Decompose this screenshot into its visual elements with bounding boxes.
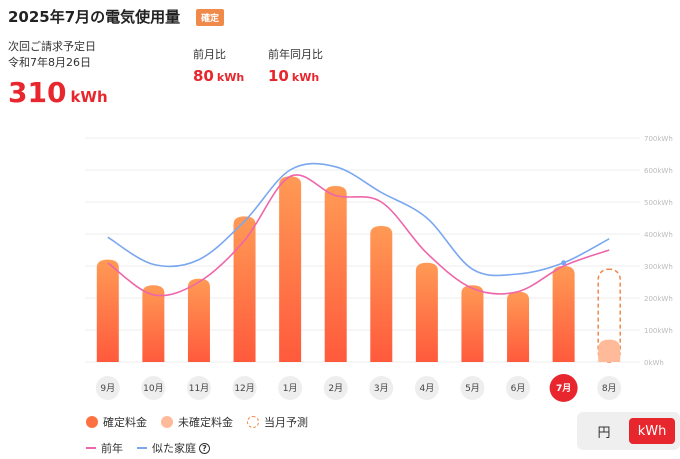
prev-year-value: 10 kWh xyxy=(268,66,319,85)
usage-chart: 0kWh 100kWh 200kWh 300kWh 400kWh 500kWh 600kWh… xyxy=(85,135,673,402)
x-category-chip xyxy=(186,376,211,400)
x-category-chip xyxy=(460,376,485,400)
x-category-chip xyxy=(549,374,578,402)
x-tick-label: 5月 xyxy=(465,383,480,394)
x-category-chip xyxy=(597,376,622,400)
legend-forecast: 当月予測 xyxy=(247,414,308,430)
x-category-chip xyxy=(95,376,120,400)
y-tick-label: 200kWh xyxy=(644,295,673,303)
confirmed-dot-icon xyxy=(86,416,98,428)
x-tick-label: 4月 xyxy=(420,383,435,394)
next-billing-date: 令和7年8月26日 xyxy=(8,56,91,69)
bar-confirmed xyxy=(507,291,530,362)
usage-unit: kWh xyxy=(70,88,108,106)
x-category-chip xyxy=(506,376,531,400)
yen-toggle-button[interactable]: 円 xyxy=(597,425,611,441)
bar-confirmed xyxy=(279,176,302,362)
x-category-chip xyxy=(369,376,394,400)
legend-confirmed-label: 確定料金 xyxy=(103,416,147,429)
prev-month-number: 80 xyxy=(193,67,214,85)
forecast-dot-icon xyxy=(247,416,259,428)
legend-unconfirmed-label: 未確定料金 xyxy=(178,416,233,429)
kwh-toggle-button[interactable]: kWh xyxy=(629,418,675,444)
legend-bars: 確定料金 未確定料金 当月予測 xyxy=(86,414,322,430)
x-tick-label: 10月 xyxy=(143,383,163,394)
bar-confirmed xyxy=(324,186,347,362)
usage-total: 310 kWh xyxy=(8,76,108,109)
prev-year-number: 10 xyxy=(268,67,289,85)
line-similar-home xyxy=(107,162,610,277)
similar-home-line-icon xyxy=(137,447,147,449)
y-tick-label: 600kWh xyxy=(644,167,673,175)
y-tick-label: 400kWh xyxy=(644,231,673,239)
help-icon[interactable]: ? xyxy=(199,442,210,454)
bar-confirmed xyxy=(187,278,210,362)
x-tick-label: 2月 xyxy=(328,383,343,394)
usage-value: 310 xyxy=(8,76,67,109)
x-category-chip xyxy=(232,376,257,400)
y-tick-label: 0kWh xyxy=(644,359,664,367)
legend-last-year-label: 前年 xyxy=(101,442,123,455)
y-tick-label: 500kWh xyxy=(644,199,673,207)
unconfirmed-dot-icon xyxy=(161,416,173,428)
last-year-line-icon xyxy=(86,447,96,449)
next-billing-label: 次回ご請求予定日 xyxy=(8,40,96,53)
x-tick-label: 3月 xyxy=(374,383,389,394)
bar-confirmed xyxy=(552,266,575,362)
x-category-chip xyxy=(278,376,303,400)
x-tick-label: 7月 xyxy=(556,383,571,394)
x-category-chip xyxy=(141,376,166,400)
x-tick-label: 1月 xyxy=(283,383,298,394)
prev-month-label: 前月比 xyxy=(193,48,226,61)
legend-confirmed: 確定料金 xyxy=(86,414,147,430)
x-tick-label: 6月 xyxy=(511,383,526,394)
bar-confirmed xyxy=(461,285,484,362)
status-badge: 確定 xyxy=(196,9,225,26)
prev-year-label: 前年同月比 xyxy=(268,48,323,61)
y-tick-label: 700kWh xyxy=(644,135,673,143)
x-category-chip xyxy=(323,376,348,400)
legend-unconfirmed: 未確定料金 xyxy=(161,414,233,430)
x-tick-label: 8月 xyxy=(602,383,617,394)
bar-confirmed xyxy=(370,226,393,362)
x-tick-label: 12月 xyxy=(234,383,254,394)
unit-toggle: 円 kWh xyxy=(577,412,680,450)
legend-last-year: 前年 xyxy=(86,440,123,456)
bar-confirmed xyxy=(233,216,256,362)
x-category-chip xyxy=(414,376,439,400)
y-tick-label: 100kWh xyxy=(644,327,673,335)
prev-month-unit: kWh xyxy=(216,71,245,84)
bar-confirmed xyxy=(142,285,165,362)
bar-unconfirmed xyxy=(598,339,621,362)
y-tick-label: 300kWh xyxy=(644,263,673,271)
bar-confirmed xyxy=(415,262,438,362)
x-tick-label: 9月 xyxy=(100,383,115,394)
page-title: 2025年7月の電気使用量 xyxy=(8,8,181,26)
legend-forecast-label: 当月予測 xyxy=(264,416,308,429)
bar-confirmed xyxy=(96,259,119,362)
legend-lines: 前年 似た家庭 ? xyxy=(86,440,224,456)
prev-year-unit: kWh xyxy=(291,71,320,84)
line-last-year xyxy=(107,174,610,297)
legend-similar-home-label: 似た家庭 xyxy=(152,442,196,455)
prev-month-value: 80 kWh xyxy=(193,66,244,85)
marker-similar-home xyxy=(561,260,567,266)
legend-similar-home: 似た家庭 ? xyxy=(137,440,210,456)
x-tick-label: 11月 xyxy=(189,383,209,394)
